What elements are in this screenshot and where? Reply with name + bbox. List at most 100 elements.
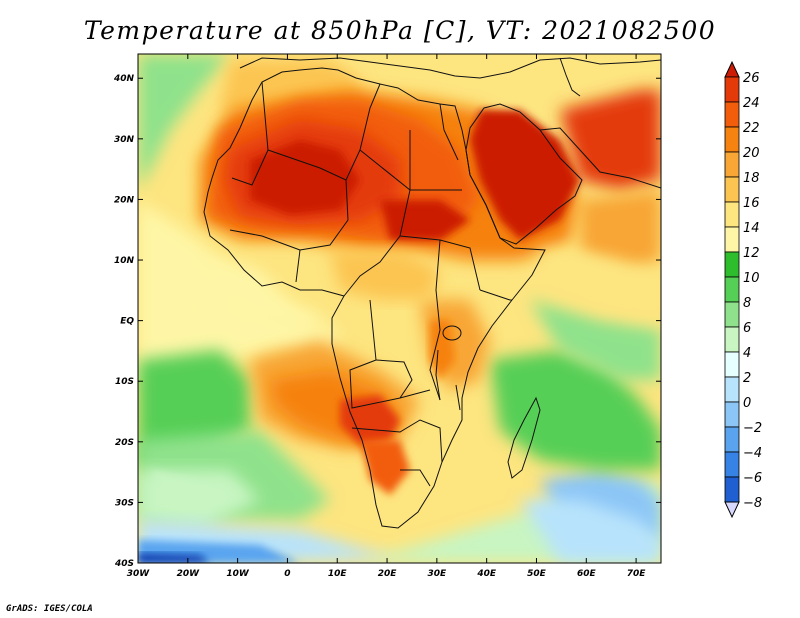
border-13 — [295, 249, 301, 283]
lat-tick-label: 10S — [115, 377, 134, 387]
colorbar-label: 0 — [743, 396, 751, 411]
colorbar-box — [724, 376, 740, 403]
temp-region-warm-red — [360, 440, 410, 495]
border-12 — [439, 103, 459, 161]
colorbar-box — [724, 401, 740, 428]
border-6 — [399, 235, 481, 291]
lon-tick-label: 30W — [127, 569, 151, 579]
lat-tick-label: 30N — [114, 135, 135, 145]
colorbar-box — [724, 226, 740, 253]
border-8 — [349, 299, 431, 409]
colorbar-box — [724, 151, 740, 178]
border-5 — [343, 130, 411, 297]
temp-region-very-hot — [380, 200, 470, 240]
africa-coastline — [203, 67, 546, 529]
colorbar-label: 4 — [743, 346, 751, 361]
lat-tick-label: 20N — [114, 195, 135, 205]
lon-tick-label: 50E — [527, 569, 547, 579]
lon-tick-label: 20W — [177, 569, 201, 579]
colorbar-box — [724, 301, 740, 328]
border-11 — [479, 289, 512, 301]
colorbar-label: 22 — [743, 121, 760, 136]
lon-tick-label: 40E — [476, 569, 497, 579]
border-15 — [400, 469, 431, 487]
temp-region-light-green — [138, 54, 230, 190]
border-9 — [351, 419, 443, 463]
colorbar-label: 6 — [743, 321, 751, 336]
lon-tick-label: 30E — [428, 569, 448, 579]
grads-credit: GrADS: IGES/COLA — [6, 604, 93, 614]
border-7 — [429, 239, 441, 401]
colorbar-label: 2 — [743, 371, 751, 386]
lat-tick-label: 40S — [114, 559, 134, 569]
temp-region-pale-yellow — [138, 200, 340, 380]
caspian-coast — [559, 57, 581, 97]
lon-tick-label: 0 — [284, 569, 290, 579]
temp-region-yellow — [540, 250, 661, 320]
europe-coastline — [239, 57, 661, 79]
temp-region-yellow-orange — [330, 250, 440, 300]
colorbar-box — [724, 351, 740, 378]
temp-region-very-hot — [250, 140, 360, 215]
colorbar-label: 14 — [743, 221, 760, 236]
colorbar-box — [724, 126, 740, 153]
arabia-coastline — [465, 103, 583, 245]
temp-region-light-green — [530, 300, 661, 380]
border-3 — [345, 83, 381, 181]
map-ticks — [137, 54, 661, 564]
colorbar-label: −4 — [743, 446, 762, 461]
colorbar-box — [724, 276, 740, 303]
colorbar-label: −6 — [743, 471, 762, 486]
lon-tick-label: 10E — [328, 569, 348, 579]
colorbar-box — [724, 76, 740, 103]
lon-tick-label: 10W — [226, 569, 250, 579]
colorbar-box — [724, 101, 740, 128]
colorbar-label: 26 — [743, 71, 760, 86]
colorbar-label: 20 — [743, 146, 760, 161]
temp-region-light-orange — [580, 190, 661, 270]
colorbar-box — [724, 451, 740, 478]
colorbar-box — [724, 326, 740, 353]
colorbar-label: 16 — [743, 196, 760, 211]
border-1 — [231, 81, 269, 186]
lake-victoria — [442, 325, 462, 341]
colorbar-top-arrow — [724, 60, 740, 78]
temp-region-very-hot — [470, 110, 580, 240]
colorbar-label: 12 — [743, 246, 760, 261]
lon-tick-label: 70E — [627, 569, 647, 579]
lat-tick-label: 10N — [114, 256, 135, 266]
border-10 — [375, 359, 413, 399]
temp-region-hot — [560, 90, 661, 190]
lat-tick-label: 20S — [115, 438, 134, 448]
lat-tick-label: 40N — [113, 74, 135, 84]
temperature-field — [138, 54, 661, 563]
colorbar-label: −2 — [743, 421, 762, 436]
colorbar-label: 18 — [743, 171, 760, 186]
temp-region-green — [490, 350, 661, 470]
lake-malawi — [455, 384, 461, 411]
madagascar-coastline — [507, 396, 541, 479]
lon-tick-label: 20E — [378, 569, 398, 579]
colorbar-label: 10 — [743, 271, 760, 286]
temp-region-pale-green — [150, 470, 230, 510]
temp-region-light-blue — [520, 500, 661, 563]
coastlines-and-borders — [203, 57, 661, 529]
temp-region-orange — [430, 320, 455, 380]
persian-gulf-coast — [539, 127, 661, 189]
map-title: Temperature at 850hPa [C], VT: 202108250… — [83, 16, 717, 45]
colorbar-label: −8 — [743, 496, 762, 511]
colorbar-box — [724, 251, 740, 278]
lon-tick-label: 60E — [577, 569, 597, 579]
lat-tick-label: EQ — [120, 317, 134, 327]
colorbar-label: 8 — [743, 296, 751, 311]
border-14 — [229, 229, 301, 251]
lat-tick-label: 30S — [115, 498, 134, 508]
colorbar-box — [724, 426, 740, 453]
colorbar-box — [724, 476, 740, 503]
map-frame — [137, 53, 662, 564]
colorbar-box — [724, 201, 740, 228]
temp-region-pale-yellow — [200, 250, 330, 330]
